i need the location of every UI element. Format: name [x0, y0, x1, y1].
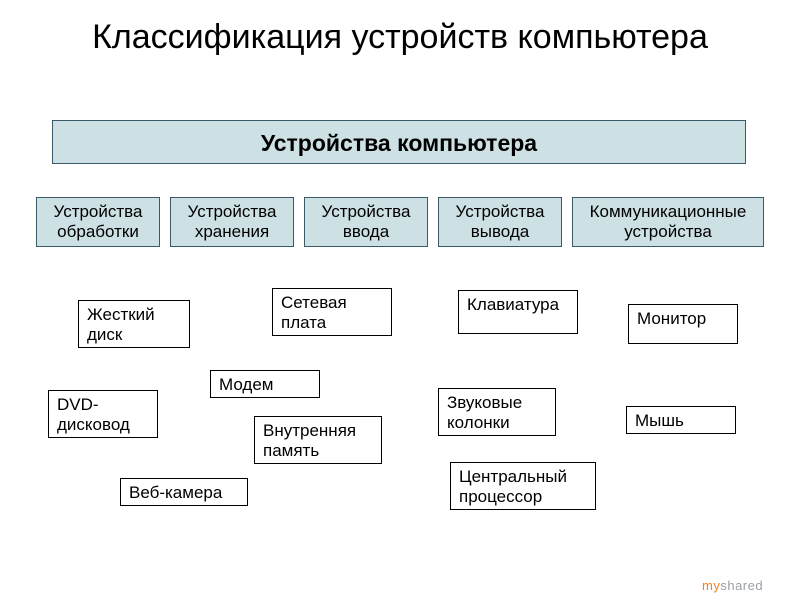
- item-box: Центральный процессор: [450, 462, 596, 510]
- watermark-suffix: shared: [720, 578, 763, 593]
- category-label: Коммуникационные устройства: [577, 202, 759, 243]
- item-box: DVD-дисковод: [48, 390, 158, 438]
- item-label: DVD-дисковод: [57, 395, 149, 436]
- category-label: Устройства обработки: [41, 202, 155, 243]
- category-box: Устройства хранения: [170, 197, 294, 247]
- header-box: Устройства компьютера: [52, 120, 746, 164]
- item-label: Монитор: [637, 309, 706, 329]
- item-label: Веб-камера: [129, 483, 222, 503]
- header-label: Устройства компьютера: [261, 130, 537, 156]
- category-label: Устройства вывода: [443, 202, 557, 243]
- item-label: Центральный процессор: [459, 467, 587, 508]
- category-box: Коммуникационные устройства: [572, 197, 764, 247]
- item-label: Жесткий диск: [87, 305, 181, 346]
- item-label: Мышь: [635, 411, 684, 431]
- category-box: Устройства обработки: [36, 197, 160, 247]
- item-box: Внутренняя память: [254, 416, 382, 464]
- item-label: Внутренняя память: [263, 421, 373, 462]
- category-box: Устройства ввода: [304, 197, 428, 247]
- item-box: Веб-камера: [120, 478, 248, 506]
- item-box: Жесткий диск: [78, 300, 190, 348]
- category-label: Устройства ввода: [309, 202, 423, 243]
- item-box: Сетевая плата: [272, 288, 392, 336]
- page-title: Классификация устройств компьютера: [0, 18, 800, 57]
- item-label: Клавиатура: [467, 295, 559, 315]
- item-label: Сетевая плата: [281, 293, 383, 334]
- watermark: myshared: [702, 578, 763, 593]
- item-box: Клавиатура: [458, 290, 578, 334]
- watermark-prefix: my: [702, 578, 720, 593]
- item-box: Модем: [210, 370, 320, 398]
- item-label: Звуковые колонки: [447, 393, 547, 434]
- category-label: Устройства хранения: [175, 202, 289, 243]
- category-box: Устройства вывода: [438, 197, 562, 247]
- item-box: Звуковые колонки: [438, 388, 556, 436]
- item-box: Монитор: [628, 304, 738, 344]
- item-box: Мышь: [626, 406, 736, 434]
- item-label: Модем: [219, 375, 274, 395]
